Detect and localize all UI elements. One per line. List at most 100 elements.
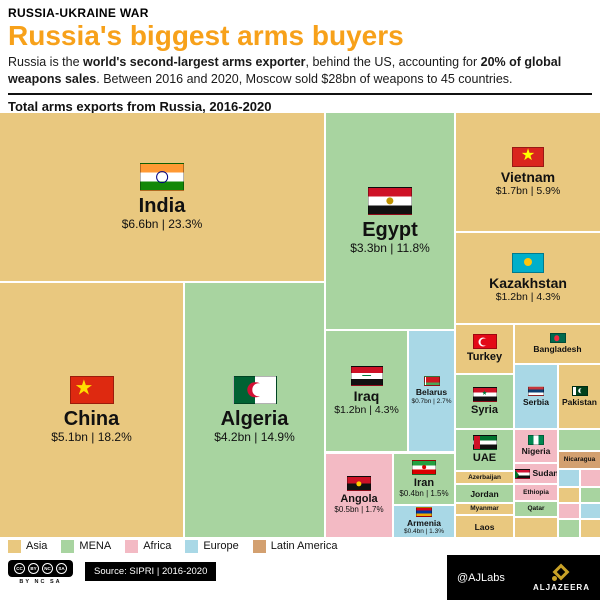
treemap-cell-azerbaijan: Azerbaijan [456,472,513,483]
syria-flag-icon: ★ [472,386,497,402]
legend-swatch [8,539,21,553]
treemap-cell-pakistan: Pakistan [559,365,600,428]
credit-handle: @AJLabs [457,571,505,584]
serbia-flag-icon [528,385,544,396]
legend-item-europe: Europe [185,539,239,553]
treemap-cell-kazakhstan: Kazakhstan $1.2bn | 4.3% [456,233,600,323]
aljazeera-logo-icon [552,563,570,581]
india-flag-icon [140,162,184,191]
treemap-cell-myanmar: Myanmar [456,504,513,514]
treemap-cell-unlabeled [559,488,579,502]
treemap-cell-unlabeled [515,518,557,537]
treemap-cell-unlabeled [581,504,600,518]
legend-swatch [185,539,199,553]
country-value: $1.2bn | 4.3% [495,290,561,303]
country-name: Algeria [220,407,289,430]
kazakhstan-flag-icon [512,252,544,273]
footer: CC BY NC SA BY NC SA Source: SIPRI | 2016-2… [0,555,600,600]
country-name: Bangladesh [533,344,582,355]
country-name: Laos [474,521,495,532]
kicker: RUSSIA-UKRAINE WAR [8,6,149,20]
country-name: Belarus [415,387,448,398]
treemap-cell-iraq: Iraq $1.2bn | 4.3% [326,331,407,451]
country-name: Myanmar [470,505,499,513]
angola-flag-icon [347,476,371,492]
country-name: Sudan [532,467,557,478]
aljazeera-logo: ALJAZEERA [533,563,590,592]
aljazeera-wordmark: ALJAZEERA [532,583,590,592]
treemap-cell-ethiopia: Ethiopia [515,485,557,500]
iran-flag-icon [412,459,436,475]
treemap-cell-unlabeled [559,470,579,486]
treemap-cell-armenia: Armenia $0.4bn | 1.3% [394,506,454,537]
country-name: India [138,194,186,217]
country-name: Vietnam [500,168,556,185]
legend-swatch [61,539,75,553]
cc-icons: CC BY NC SA [8,560,73,577]
country-value: $0.5bn | 1.7% [334,505,384,515]
treemap-cell-uae: UAE [456,430,513,470]
uae-flag-icon [472,435,497,451]
legend-swatch [125,539,139,553]
cc-letters: BY NC SA [19,579,62,585]
country-value: $1.7bn | 5.9% [495,184,561,197]
legend-label: Asia [26,540,48,552]
vietnam-flag-icon: ★ [512,146,544,167]
treemap-cell-unlabeled [559,430,600,450]
treemap-cell-china: ★ China $5.1bn | 18.2% [0,283,183,537]
treemap-cell-iran: Iran $0.4bn | 1.5% [394,454,454,504]
turkey-flag-icon [472,334,497,350]
country-name: Nigeria [521,446,551,457]
country-name: Jordan [470,488,499,499]
legend-label: Africa [143,540,172,552]
treemap-cell-belarus: Belarus $0.7bn | 2.7% [409,331,454,451]
treemap-cell-egypt: Egypt $3.3bn | 11.8% [326,113,454,329]
legend-label: Europe [203,540,239,552]
country-name: Turkey [466,351,503,364]
treemap-cell-laos: Laos [456,516,513,537]
treemap-cell-serbia: Serbia [515,365,557,428]
cc-license: CC BY NC SA BY NC SA [8,560,73,585]
chart-title: Total arms exports from Russia, 2016-202… [8,93,592,114]
source-label: Source: SIPRI | 2016-2020 [85,562,217,581]
country-name: Syria [471,403,498,416]
legend-label: MENA [79,540,112,552]
country-name: Serbia [523,396,549,407]
country-value: $5.1bn | 18.2% [51,429,132,444]
egypt-flag-icon [368,186,412,215]
china-flag-icon: ★ [69,375,114,404]
cc-icon: CC [14,563,25,574]
treemap-cell-bangladesh: Bangladesh [515,325,600,363]
legend-item-africa: Africa [125,539,172,553]
country-name: Armenia [406,517,441,528]
treemap-cell-algeria: Algeria $4.2bn | 14.9% [185,283,324,537]
country-value: $0.4bn | 1.3% [404,528,444,536]
treemap-cell-unlabeled [581,520,600,537]
legend-item-asia: Asia [8,539,48,553]
treemap-cell-syria: ★ Syria [456,375,513,428]
legend-label: Latin America [270,540,338,552]
treemap-cell-vietnam: ★ Vietnam $1.7bn | 5.9% [456,113,600,231]
belarus-flag-icon [423,376,440,387]
treemap-cell-unlabeled [559,504,579,518]
nigeria-flag-icon [528,435,544,446]
nc-icon: NC [42,563,53,574]
country-name: Kazakhstan [489,274,567,291]
country-name: Nicaragua [563,456,596,464]
pakistan-flag-icon [571,385,588,396]
treemap-cell-angola: Angola $0.5bn | 1.7% [326,454,392,537]
country-name: Qatar [527,505,545,513]
country-name: Iraq [353,387,380,404]
legend-item-mena: MENA [61,539,112,553]
treemap-cell-jordan: Jordan [456,485,513,502]
brand-bar: @AJLabs ALJAZEERA [447,555,600,600]
treemap-cell-qatar: Qatar [515,502,557,516]
treemap-cell-india: India $6.6bn | 23.3% [0,113,324,281]
country-value: $1.2bn | 4.3% [334,403,399,416]
treemap-cell-nicaragua: Nicaragua [559,452,600,468]
algeria-flag-icon [232,375,277,404]
page-title: Russia's biggest arms buyers [8,20,404,51]
country-name: Angola [340,493,378,506]
treemap-cell-sudan: Sudan [515,464,557,483]
